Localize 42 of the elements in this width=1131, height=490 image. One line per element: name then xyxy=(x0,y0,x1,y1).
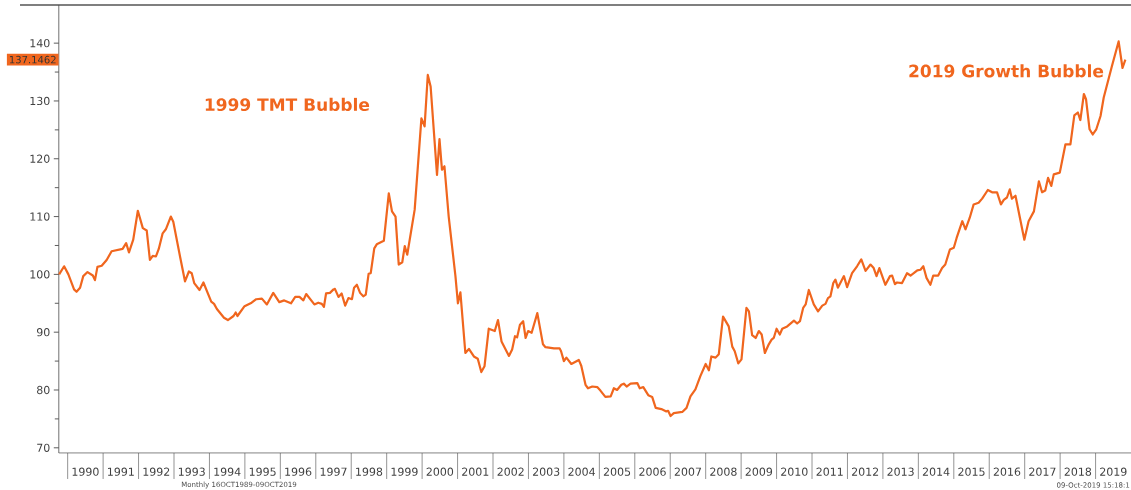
x-tick-label: 2002 xyxy=(497,467,524,476)
x-tick-label: 1991 xyxy=(108,467,134,476)
x-tick-label: 2010 xyxy=(781,467,808,476)
x-tick-label: 1996 xyxy=(285,467,312,476)
x-tick-label: 2005 xyxy=(603,467,631,476)
x-tick-label: 2012 xyxy=(851,467,879,476)
x-tick-label: 2019 xyxy=(1100,467,1127,476)
x-tick-label: 2008 xyxy=(710,467,737,476)
x-tick-label: 1994 xyxy=(214,467,241,476)
line-series xyxy=(58,40,1127,418)
x-tick-label: 1993 xyxy=(178,467,205,476)
y-tick-label: 80 xyxy=(37,385,50,395)
x-tick-label: 2016 xyxy=(993,467,1021,476)
x-tick-label: 1992 xyxy=(143,467,170,476)
y-tick-label: 140 xyxy=(30,39,50,48)
x-tick-label: 2009 xyxy=(745,467,773,476)
text: 137.1462 xyxy=(9,55,56,64)
y-tick-label: 110 xyxy=(30,212,50,221)
x-tick-label: 2018 xyxy=(1064,467,1092,476)
y-tick-label: 100 xyxy=(30,270,50,279)
x-tick-label: 1995 xyxy=(249,467,276,476)
y-tick-label: 90 xyxy=(36,328,50,337)
x-tick-label: 2011 xyxy=(816,467,843,476)
x-tick-label: 1998 xyxy=(356,467,383,476)
x-tick-label: 2004 xyxy=(568,467,595,476)
x-tick-label: 1999 xyxy=(391,467,418,476)
x-tick-label: 2006 xyxy=(639,467,666,476)
annotation: 2019 Growth Bubble xyxy=(909,64,1104,78)
y-tick-label: 70 xyxy=(37,443,50,452)
x-tick-label: 2007 xyxy=(674,467,701,476)
annotation: 1999 TMT Bubble xyxy=(205,97,370,112)
x-tick-label: 2003 xyxy=(532,467,560,476)
y-tick-label: 120 xyxy=(30,154,50,163)
y-tick-label: 130 xyxy=(30,96,50,106)
x-tick-label: 1997 xyxy=(320,467,347,476)
x-tick-label: 1990 xyxy=(72,467,99,476)
x-tick-label: 2014 xyxy=(922,467,950,476)
x-tick-label: 2001 xyxy=(462,467,489,476)
x-tick-label: 2013 xyxy=(887,467,914,476)
x-tick-label: 2017 xyxy=(1029,467,1056,476)
x-tick-label: 2000 xyxy=(426,467,454,476)
x-tick-label: 2015 xyxy=(958,467,985,476)
